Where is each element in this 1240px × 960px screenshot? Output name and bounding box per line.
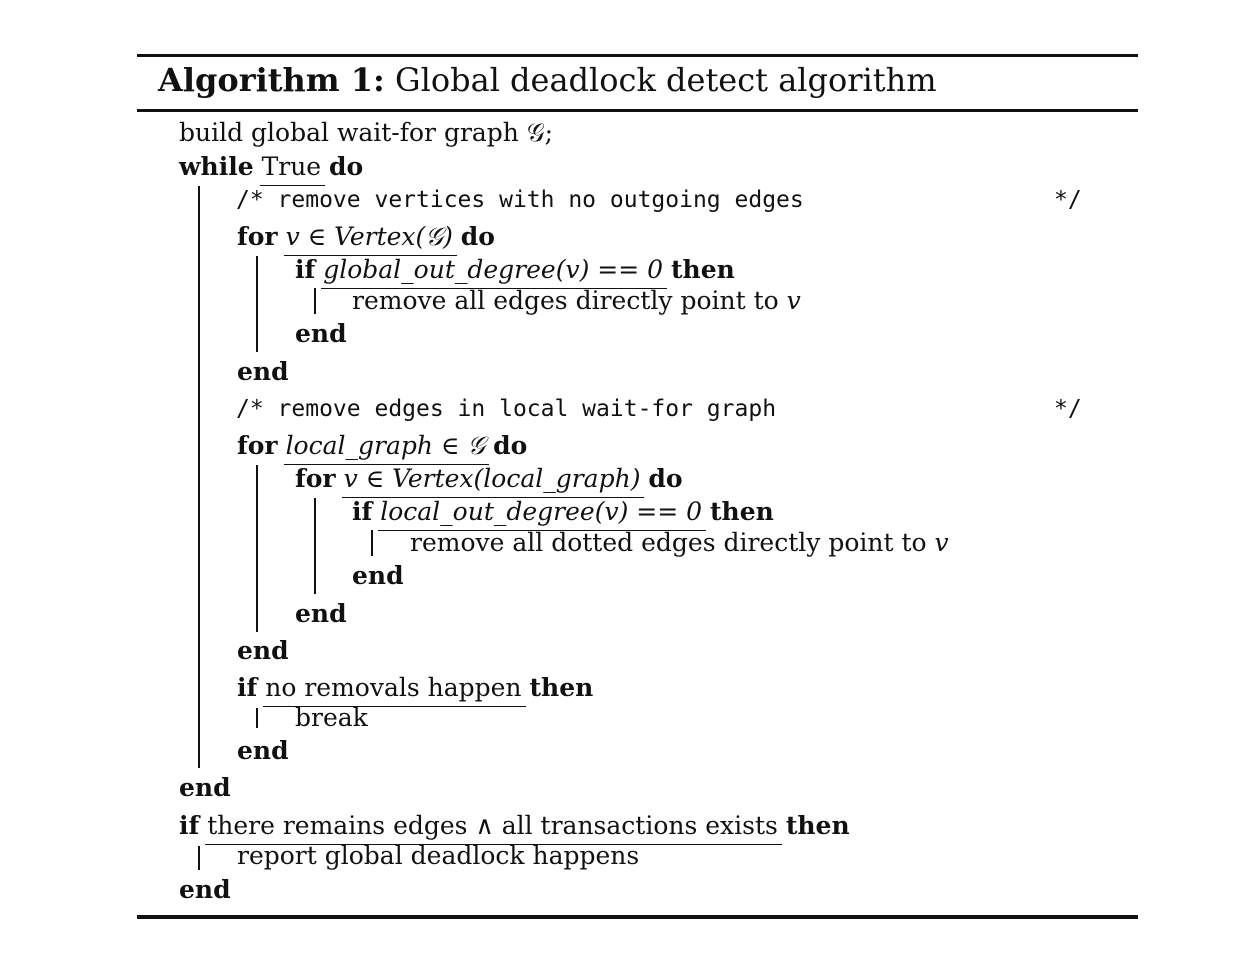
line-for-vertex: for v ∈ Vertex(𝒢) do (237, 221, 495, 256)
bottom-rule (137, 915, 1138, 919)
for-local-vertex-condition: v ∈ Vertex(local_graph) (341, 463, 645, 498)
line-if-local-degree: if local_out_degree(v) == 0 then (352, 496, 774, 531)
end-for-local-graph: end (237, 636, 289, 665)
if-keyword: if (295, 255, 316, 284)
if-local-degree-condition: local_out_degree(v) == 0 (378, 496, 706, 531)
for-vertex-condition: v ∈ Vertex(𝒢) (283, 221, 458, 256)
then-keyword: then (785, 811, 850, 840)
line-for-local-vertex: for v ∈ Vertex(local_graph) do (295, 463, 683, 498)
line-build-graph: build global wait-for graph 𝒢; (179, 117, 553, 149)
for-do-keyword: do (493, 431, 528, 460)
if-local-block-bar (371, 530, 373, 556)
remove-edges-statement: remove all edges directly point to (352, 286, 787, 315)
algorithm-caption: Algorithm 1: Global deadlock detect algo… (158, 60, 937, 100)
while-keyword: while (179, 152, 254, 181)
while-do-keyword: do (329, 152, 364, 181)
then-keyword: then (529, 673, 594, 702)
comment-remove-vertices: /* remove vertices with no outgoing edge… (236, 187, 804, 213)
for-local-graph-block-bar (256, 465, 258, 632)
comment-remove-local-edges: /* remove edges in local wait-for graph (236, 396, 777, 422)
algorithm-title: Global deadlock detect algorithm (395, 61, 937, 99)
remove-dotted-edges-statement: remove all dotted edges directly point t… (410, 528, 935, 557)
end-if-remains: end (179, 875, 231, 904)
remove-edges-var: v (786, 286, 801, 315)
end-for-local-vertex: end (295, 599, 347, 628)
line-for-local-graph: for local_graph ∈ 𝒢 do (237, 430, 528, 465)
for-keyword: for (295, 464, 336, 493)
for-local-graph-condition: local_graph ∈ 𝒢 (283, 430, 489, 465)
for-vertex-block-bar (256, 256, 258, 352)
for-do-keyword: do (460, 222, 495, 251)
line-remove-edges: remove all edges directly point to v (352, 285, 801, 317)
line-remove-dotted-edges: remove all dotted edges directly point t… (410, 527, 949, 559)
caption-rule (137, 109, 1138, 112)
remove-dotted-edges-var: v (934, 528, 949, 557)
algorithm-label: Algorithm 1: (158, 61, 385, 99)
end-if-global: end (295, 319, 347, 348)
end-while: end (179, 773, 231, 802)
if-no-removals-condition: no removals happen (263, 672, 526, 707)
if-keyword: if (237, 673, 258, 702)
if-remains-edges-condition: there remains edges ∧ all transactions e… (205, 810, 782, 845)
then-keyword: then (671, 255, 735, 284)
while-block-bar (198, 186, 200, 768)
for-do-keyword: do (648, 464, 683, 493)
line-report-deadlock: report global deadlock happens (237, 841, 640, 870)
if-no-removals-block-bar (256, 708, 258, 728)
line-if-remains-edges: if there remains edges ∧ all transaction… (179, 810, 850, 845)
comment-remove-local-edges-end: */ (1054, 396, 1082, 422)
for-keyword: for (237, 222, 278, 251)
then-keyword: then (710, 497, 774, 526)
top-rule (137, 54, 1138, 57)
build-graph-text: build global wait-for graph 𝒢; (179, 118, 554, 147)
if-global-degree-condition: global_out_degree(v) == 0 (321, 254, 667, 289)
for-keyword: for (237, 431, 278, 460)
while-condition: True (259, 151, 325, 186)
line-while: while True do (179, 151, 364, 186)
end-if-no-removals: end (237, 736, 289, 765)
line-break: break (295, 703, 368, 732)
if-global-block-bar (314, 288, 316, 314)
line-if-no-removals: if no removals happen then (237, 672, 594, 707)
if-keyword: if (352, 497, 373, 526)
for-local-vertex-block-bar (314, 498, 316, 594)
end-for-vertex: end (237, 357, 289, 386)
comment-remove-vertices-end: */ (1054, 187, 1082, 213)
end-if-local: end (352, 561, 404, 590)
line-if-global-degree: if global_out_degree(v) == 0 then (295, 254, 735, 289)
if-remains-block-bar (198, 846, 200, 870)
if-keyword: if (179, 811, 200, 840)
